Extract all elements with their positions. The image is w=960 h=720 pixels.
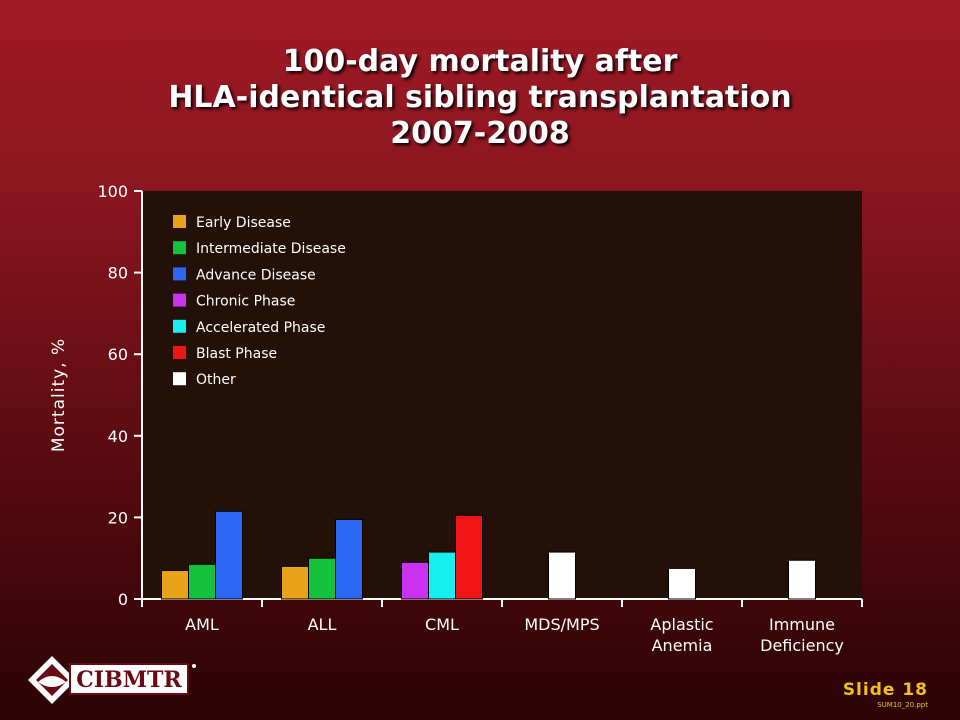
x-tick-label: MDS/MPS bbox=[524, 615, 599, 634]
bar bbox=[455, 514, 483, 600]
legend-swatch bbox=[173, 215, 186, 228]
y-tick-label: 80 bbox=[108, 264, 128, 283]
bar bbox=[668, 567, 696, 600]
y-tick-label: 20 bbox=[108, 508, 128, 527]
logo-text: CIBMTR bbox=[76, 667, 182, 693]
legend-swatch bbox=[173, 372, 186, 386]
x-tick-label: Aplastic bbox=[650, 615, 713, 634]
bar bbox=[215, 510, 243, 600]
bar bbox=[401, 561, 429, 600]
legend-label: Advance Disease bbox=[196, 267, 316, 283]
legend-label: Chronic Phase bbox=[196, 294, 295, 310]
y-tick-label: 40 bbox=[108, 427, 128, 446]
cibmtr-logo: CIBMTR bbox=[28, 656, 196, 704]
slide-number: Slide 18 bbox=[842, 680, 928, 700]
bar bbox=[281, 565, 309, 600]
title-line-2: HLA-identical sibling transplantation bbox=[168, 80, 792, 115]
y-tick-label: 100 bbox=[97, 182, 128, 201]
bar bbox=[428, 551, 456, 600]
bar bbox=[188, 563, 216, 600]
plot-area bbox=[142, 191, 862, 599]
bar bbox=[548, 551, 576, 600]
bar bbox=[161, 569, 189, 600]
legend-swatch bbox=[173, 346, 186, 359]
x-tick-label: AML bbox=[185, 615, 219, 634]
y-tick-label: 0 bbox=[118, 590, 128, 609]
bar bbox=[308, 557, 336, 600]
legend-swatch bbox=[173, 319, 186, 333]
slide-title: 100-day mortality after HLA-identical si… bbox=[0, 44, 960, 152]
legend-label: Accelerated Phase bbox=[196, 320, 325, 336]
x-tick-label: ALL bbox=[308, 615, 337, 634]
y-tick-label: 60 bbox=[108, 345, 128, 364]
y-axis-label: Mortality, % bbox=[49, 338, 69, 452]
x-tick-label: Anemia bbox=[652, 636, 713, 655]
legend-label: Early Disease bbox=[196, 215, 291, 231]
x-tick-label: CML bbox=[425, 615, 459, 634]
legend-swatch bbox=[173, 293, 186, 307]
x-tick-label: Immune bbox=[769, 615, 835, 634]
bar bbox=[335, 518, 363, 600]
legend-label: Other bbox=[196, 372, 236, 388]
legend-swatch bbox=[173, 241, 186, 255]
legend-label: Blast Phase bbox=[196, 346, 277, 362]
legend-label: Intermediate Disease bbox=[196, 241, 346, 257]
title-line-1: 100-day mortality after bbox=[282, 44, 678, 79]
legend-swatch bbox=[173, 267, 186, 281]
title-line-3: 2007-2008 bbox=[390, 116, 570, 151]
file-code: SUM10_20.ppt bbox=[877, 701, 928, 709]
x-tick-label: Deficiency bbox=[760, 636, 844, 655]
bar bbox=[788, 559, 816, 600]
